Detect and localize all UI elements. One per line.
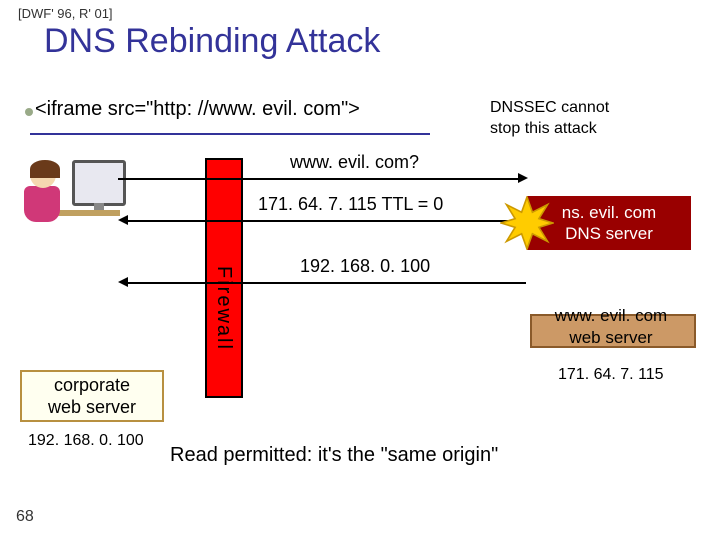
star-burst-icon <box>500 196 554 250</box>
web-server-line2: web server <box>532 327 690 349</box>
arrow-response <box>128 220 526 222</box>
arrow-query <box>118 178 520 180</box>
rebind-label: 192. 168. 0. 100 <box>300 256 430 277</box>
bullet-icon <box>25 108 33 116</box>
dnssec-line1: DNSSEC cannot <box>490 98 609 119</box>
arrow-query-head-icon <box>518 173 528 183</box>
slide-number: 68 <box>16 508 34 526</box>
read-permitted-text: Read permitted: it's the "same origin" <box>170 444 498 467</box>
corporate-ip: 192. 168. 0. 100 <box>28 432 144 450</box>
dnssec-note: DNSSEC cannot stop this attack <box>490 98 609 140</box>
person-head-icon <box>30 162 56 188</box>
arrow-response-head-icon <box>118 215 128 225</box>
arrow-rebind <box>128 282 526 284</box>
monitor-icon <box>72 160 126 206</box>
underline <box>30 133 430 135</box>
web-server-line1: www. evil. com <box>532 305 690 327</box>
dnssec-line2: stop this attack <box>490 119 609 140</box>
arrow-rebind-head-icon <box>118 277 128 287</box>
desk-icon <box>50 210 120 216</box>
corporate-line1: corporate <box>22 374 162 397</box>
citation-text: [DWF' 96, R' 01] <box>18 6 113 21</box>
web-server-ip: 171. 64. 7. 115 <box>558 366 664 384</box>
response-label: 171. 64. 7. 115 TTL = 0 <box>258 194 443 215</box>
web-server-label: www. evil. com web server <box>532 305 690 361</box>
iframe-code-text: <iframe src="http: //www. evil. com"> <box>35 98 360 121</box>
query-label: www. evil. com? <box>290 152 419 173</box>
user-at-computer-icon <box>28 160 123 255</box>
person-hair-icon <box>30 160 60 178</box>
slide-title: DNS Rebinding Attack <box>44 22 380 61</box>
corporate-server-box: corporate web server <box>20 370 164 422</box>
firewall-label: Firewall <box>212 266 235 351</box>
corporate-line2: web server <box>22 396 162 419</box>
person-body-icon <box>24 186 60 222</box>
